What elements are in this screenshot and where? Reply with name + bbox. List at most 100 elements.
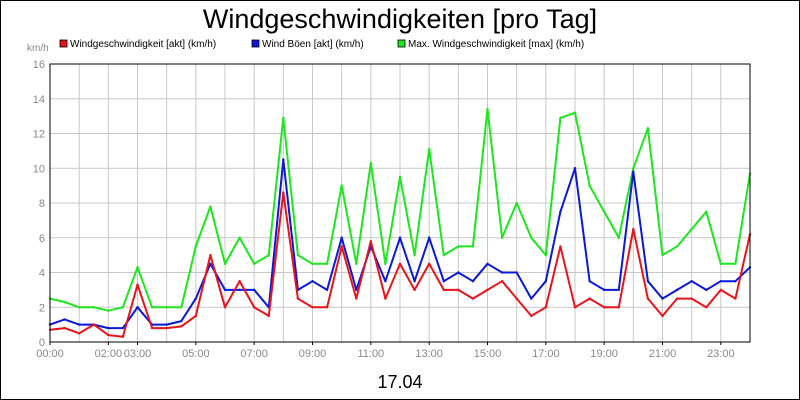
series-point-0	[92, 323, 95, 326]
series-point-0	[209, 253, 212, 257]
series-point-1	[282, 158, 285, 161]
series-point-2	[194, 245, 198, 248]
series-point-0	[238, 279, 241, 283]
x-tick-labels: 00:00 02:00 03:00 05:00 07:00 09:00 11:00 13:00…	[36, 342, 735, 360]
series-point-0	[675, 297, 679, 300]
series-point-2	[238, 236, 241, 239]
series-point-1	[515, 271, 518, 274]
series-point-1	[486, 262, 489, 266]
series-point-2	[705, 210, 708, 213]
series-point-2	[573, 111, 577, 114]
series-point-2	[675, 245, 679, 248]
x-tick-label: 23:00	[707, 348, 735, 360]
series-point-0	[325, 306, 329, 309]
series-point-0	[136, 283, 139, 286]
x-tick-label: 21:00	[649, 348, 677, 360]
legend-swatch	[59, 39, 68, 48]
legend: Windgeschwindigkeit [akt] (km/h) Wind Böe…	[59, 39, 584, 50]
series-point-2	[252, 262, 256, 266]
series-point-0	[398, 262, 402, 266]
series-point-0	[384, 297, 387, 300]
series-point-0	[617, 306, 620, 309]
series-point-0	[471, 297, 475, 300]
series-point-1	[573, 167, 577, 170]
series-point-0	[296, 297, 300, 300]
series-point-1	[471, 279, 475, 283]
series-point-0	[413, 288, 416, 292]
series-point-2	[413, 253, 416, 257]
series-point-1	[602, 288, 606, 292]
series-point-1	[107, 326, 110, 330]
series-point-0	[369, 240, 373, 243]
series-point-0	[544, 306, 548, 309]
series-point-2	[486, 107, 489, 111]
series-point-1	[136, 306, 139, 309]
series-point-2	[282, 116, 285, 120]
series-point-2	[150, 306, 154, 309]
series-point-2	[223, 262, 227, 266]
y-tick-labels: 0 2 4 6 8 10 12 14 16	[33, 59, 45, 349]
series-point-0	[223, 306, 227, 309]
series-point-2	[602, 210, 606, 213]
series-point-1	[675, 288, 679, 292]
series-point-0	[165, 326, 168, 330]
series-point-0	[150, 326, 154, 330]
series-point-0	[602, 306, 606, 309]
series-point-2	[632, 167, 635, 170]
plot-border	[49, 63, 751, 343]
series-point-2	[661, 253, 664, 257]
x-tick-label: 05:00	[182, 348, 210, 360]
series-point-1	[311, 279, 314, 283]
series-point-2	[690, 227, 693, 231]
legend-swatch	[251, 39, 260, 48]
series-point-0	[442, 288, 445, 292]
series-point-2	[369, 161, 373, 165]
series-point-2	[107, 309, 110, 312]
series-point-1	[340, 236, 343, 239]
y-tick-label: 6	[39, 233, 45, 245]
series-point-0	[705, 306, 708, 309]
legend-label: Wind Böen [akt] (km/h)	[262, 39, 364, 50]
series-point-1	[690, 279, 693, 283]
series-point-0	[311, 306, 314, 309]
series-point-0	[180, 325, 183, 328]
y-tick-label: 8	[39, 198, 45, 210]
x-tick-label: 13:00	[415, 348, 443, 360]
x-tick-label: 00:00	[36, 348, 64, 360]
series-point-0	[530, 314, 533, 318]
series-point-2	[734, 262, 737, 266]
series-point-2	[209, 205, 212, 208]
x-tick-label: 19:00	[590, 348, 618, 360]
x-tick-label: 07:00	[240, 348, 268, 360]
series-point-0	[340, 245, 343, 248]
x-axis-date-label: 17.04	[377, 372, 422, 392]
series-point-1	[719, 279, 723, 283]
series-point-1	[209, 262, 212, 266]
series-point-1	[734, 279, 737, 283]
series-point-1	[500, 271, 504, 274]
series-point-1	[121, 326, 125, 330]
series-point-0	[427, 262, 431, 266]
series-point-2	[165, 306, 168, 309]
series-point-1	[544, 279, 548, 283]
y-tick-label: 10	[33, 163, 45, 175]
series-point-1	[325, 288, 329, 292]
series-point-2	[544, 253, 548, 257]
series-point-1	[588, 279, 591, 283]
series-point-1	[355, 288, 358, 292]
series-point-2	[136, 266, 139, 269]
series-point-2	[311, 262, 314, 266]
series-point-2	[471, 245, 475, 248]
x-tick-label: 11:00	[357, 348, 384, 360]
y-tick-label: 12	[33, 129, 45, 141]
series-point-1	[77, 323, 81, 326]
series-point-1	[194, 297, 198, 300]
series-point-0	[632, 227, 635, 231]
x-tick-label: 17:00	[532, 348, 560, 360]
series-point-1	[705, 288, 708, 292]
series-point-1	[442, 279, 445, 283]
series-point-2	[398, 175, 402, 179]
series-point-0	[194, 314, 198, 318]
x-tick-label: 02:00	[95, 348, 123, 360]
series-point-2	[646, 127, 650, 130]
